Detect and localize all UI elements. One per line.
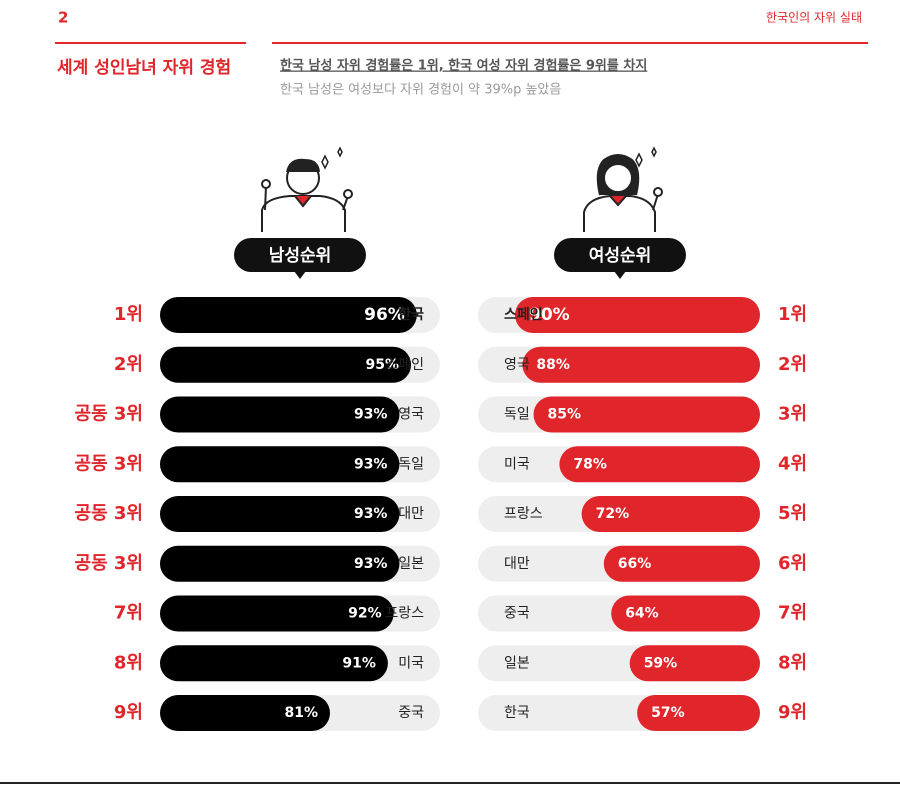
rank-label: 6위 [778,553,807,574]
category-label: 대만 [504,556,530,572]
value-label: 88% [536,357,570,373]
bar [160,595,394,632]
rank-label: 3위 [778,404,807,425]
category-label: 일본 [504,655,530,671]
chart-title: 남성순위 [269,246,332,266]
category-label: 프랑스 [504,506,543,522]
bar [160,297,417,333]
rank-pill [554,238,686,272]
bar [581,496,760,532]
rank-label: 2위 [778,354,807,375]
value-label: 66% [618,556,652,572]
bar [637,695,760,731]
rank-label: 1위 [778,304,807,325]
value-label: 81% [284,705,318,721]
value-label: 90% [529,305,570,325]
category-label: 영국 [398,407,424,423]
chart-title: 여성순위 [589,246,652,266]
category-label: 일본 [398,556,424,572]
bar [559,446,760,483]
bar [160,545,400,582]
category-label: 스페인 [385,357,424,373]
bar [611,595,760,632]
bar [160,496,400,532]
value-label: 59% [644,655,678,671]
bar [160,695,330,731]
value-label: 95% [366,357,400,373]
category-label: 대만 [398,506,424,522]
category-label: 한국 [398,307,424,323]
value-label: 78% [573,456,607,472]
value-label: 57% [651,705,685,721]
category-label: 독일 [504,407,530,423]
bar [160,396,400,433]
rank-label: 8위 [778,652,807,673]
category-label: 프랑스 [385,606,424,622]
rank-label: 공동 3위 [75,453,143,474]
category-label: 미국 [398,655,424,671]
bar [533,396,760,433]
category-label: 독일 [398,456,424,472]
bar [629,645,760,682]
rank-pill [234,238,366,272]
category-label: 영국 [504,357,530,373]
value-label: 93% [354,407,388,423]
category-label: 중국 [504,606,530,622]
value-label: 85% [548,407,582,423]
note: 한국 남성은 여성보다 자위 경험이 약 39%p 높았음 [280,83,561,98]
bar [160,446,400,483]
rank-label: 2위 [114,354,143,375]
header: 한국인의 자위 실태 [766,11,862,25]
rank-label: 5위 [778,503,807,524]
category-label: 미국 [504,456,530,472]
bar [160,346,412,383]
value-label: 96% [364,305,405,325]
title: 세계 성인남녀 자위 경험 [57,57,231,78]
rank-label: 공동 3위 [75,404,143,425]
value-label: 64% [625,606,659,622]
category-label: 중국 [398,705,424,721]
value-label: 92% [348,606,382,622]
page-number: 2 [58,9,68,27]
rank-label: 공동 3위 [75,553,143,574]
subtitle: 한국 남성 자위 경험률은 1위, 한국 여성 자위 경험률은 9위를 차지 [280,58,647,74]
rank-label: 공동 3위 [75,503,143,524]
rank-label: 9위 [778,702,807,723]
bar [515,297,760,333]
rank-label: 1위 [114,304,143,325]
value-label: 93% [354,506,388,522]
value-label: 72% [596,506,630,522]
rank-label: 7위 [114,603,143,624]
rank-label: 7위 [778,603,807,624]
woman-illustration [583,146,663,232]
rank-pill-tail [294,271,306,279]
rank-pill-tail [614,271,626,279]
man-illustration [261,146,353,232]
bar [160,645,388,682]
bar [522,346,760,383]
bar [603,545,760,582]
value-label: 93% [354,556,388,572]
rank-label: 4위 [778,453,807,474]
rank-label: 8위 [114,652,143,673]
value-label: 93% [354,456,388,472]
category-label: 스페인 [504,306,543,323]
rank-label: 9위 [114,702,143,723]
category-label: 한국 [504,705,530,721]
value-label: 91% [342,655,376,671]
